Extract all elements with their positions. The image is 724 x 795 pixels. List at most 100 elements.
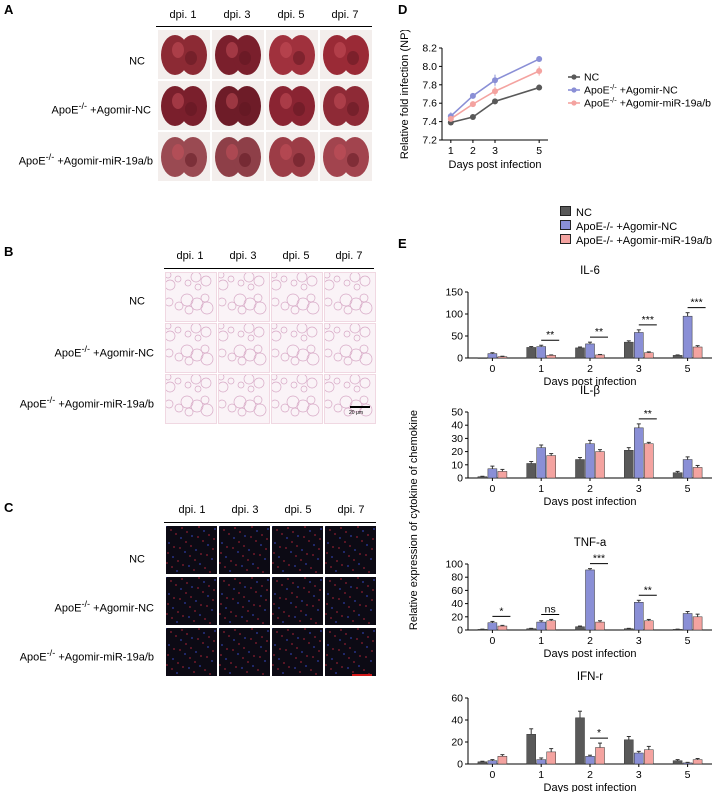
panel-letter-d: D — [398, 2, 408, 17]
bar — [634, 427, 644, 479]
bar — [487, 760, 498, 765]
panel-c-col-1: dpi. 1 — [178, 504, 206, 516]
immunofluorescence-image — [271, 576, 323, 625]
panel-e-ylabel: Relative expression of cytokine of chemo… — [408, 409, 420, 631]
x-axis-label: Days post infection — [544, 782, 637, 792]
y-tick-label: 0 — [457, 625, 463, 637]
panel-c-header-rule — [164, 522, 376, 523]
y-tick-label: 40 — [451, 420, 463, 432]
histology-image — [164, 322, 217, 373]
bar — [526, 347, 536, 359]
panel-c-col-3: dpi. 5 — [284, 504, 312, 516]
bar — [672, 355, 683, 359]
bar — [536, 621, 546, 631]
immunofluorescence-image — [324, 576, 376, 625]
histology-image — [217, 271, 270, 322]
lung-photo — [320, 81, 372, 130]
panel-c-row-label-agomir-mir: ApoE-/- +Agomir-miR-19a/b — [19, 648, 154, 664]
legend-item-agomir-mir: ApoE-/- +Agomir-miR-19a/b — [560, 234, 712, 248]
bar — [595, 747, 605, 765]
x-tick-label: 0 — [489, 363, 495, 375]
significance-label: ns — [545, 603, 556, 615]
significance-label: ** — [595, 326, 603, 338]
panel-b-header-rule — [164, 268, 374, 269]
panel-b-row-label-agomir-mir: ApoE-/- +Agomir-miR-19a/b — [19, 395, 154, 411]
chart-title: IFN-r — [577, 671, 603, 683]
x-tick-label: 0 — [489, 769, 495, 781]
bar — [692, 467, 703, 479]
lung-photo — [266, 132, 318, 181]
x-tick-label: 1 — [448, 145, 454, 157]
series-line — [450, 70, 540, 120]
bar — [487, 622, 498, 631]
bar — [526, 463, 536, 479]
panel-d-line-chart: 7.2 7.4 7.6 7.8 8.0 8.2 1 2 3 5 Days post infectio… — [399, 30, 711, 171]
bar — [634, 332, 644, 359]
bar — [644, 749, 654, 765]
significance-label: *** — [642, 314, 654, 326]
significance-label: * — [597, 727, 601, 739]
bar — [487, 353, 498, 359]
legend-marker — [571, 100, 577, 106]
data-point — [492, 77, 498, 84]
bar — [624, 739, 634, 765]
lung-photo — [266, 81, 318, 130]
immunofluorescence-image — [324, 627, 376, 676]
lung-photo — [212, 132, 264, 181]
data-point — [469, 101, 476, 108]
panel-a-row-label-agomir-mir: ApoE-/- +Agomir-miR-19a/b — [18, 152, 153, 168]
bar — [575, 347, 585, 359]
y-tick-label: 7.4 — [422, 116, 437, 128]
bar — [595, 621, 605, 631]
y-tick-label: 30 — [451, 433, 463, 445]
x-tick-label: 1 — [538, 635, 544, 647]
significance-label: *** — [593, 553, 605, 565]
bar — [497, 471, 508, 479]
y-tick-label: 7.6 — [422, 98, 437, 110]
data-point — [536, 84, 543, 91]
panel-b-col-4: dpi. 7 — [335, 250, 363, 262]
panel-letter-e: E — [398, 236, 407, 251]
histology-image — [323, 322, 376, 373]
bar — [497, 756, 508, 765]
bar — [526, 628, 536, 631]
x-tick-label: 0 — [489, 483, 495, 495]
bar — [624, 341, 634, 359]
bar — [672, 472, 683, 479]
y-tick-label: 40 — [451, 715, 463, 727]
bar — [644, 443, 654, 479]
y-tick-label: 40 — [451, 598, 463, 610]
immunofluorescence-image — [165, 525, 217, 574]
x-tick-label: 5 — [685, 363, 691, 375]
histology-image — [323, 271, 376, 322]
x-tick-label: 2 — [587, 635, 593, 647]
bar — [595, 451, 605, 479]
y-tick-label: 8.2 — [422, 43, 437, 55]
x-tick-label: 2 — [470, 145, 476, 157]
y-tick-label: 50 — [451, 331, 463, 343]
bar — [585, 569, 595, 631]
y-tick-label: 20 — [451, 737, 463, 749]
legend-label: NC — [584, 72, 600, 84]
histology-image — [217, 322, 270, 373]
panel-b-col-1: dpi. 1 — [176, 250, 204, 262]
y-tick-label: 60 — [451, 585, 463, 597]
bar — [624, 450, 634, 479]
legend-item-nc: NC — [560, 206, 712, 220]
series-line — [450, 86, 540, 124]
panel-b-row-label-nc: NC — [129, 295, 145, 308]
fluor-scale-bar — [352, 674, 372, 676]
panel-a-col-1: dpi. 1 — [169, 9, 197, 21]
bar — [692, 616, 703, 631]
bar — [644, 352, 654, 359]
immunofluorescence-image — [218, 627, 270, 676]
x-tick-label: 1 — [538, 483, 544, 495]
bar — [682, 315, 693, 359]
chart-title: TNF-a — [574, 537, 607, 549]
legend-label: ApoE-/- +Agomir-miR-19a/b — [584, 96, 711, 110]
panel-a-row-label-agomir-nc: ApoE-/- +Agomir-NC — [51, 101, 151, 117]
bar — [477, 357, 488, 359]
histology-image — [323, 373, 376, 424]
immunofluorescence-image — [271, 525, 323, 574]
bar — [644, 620, 654, 631]
